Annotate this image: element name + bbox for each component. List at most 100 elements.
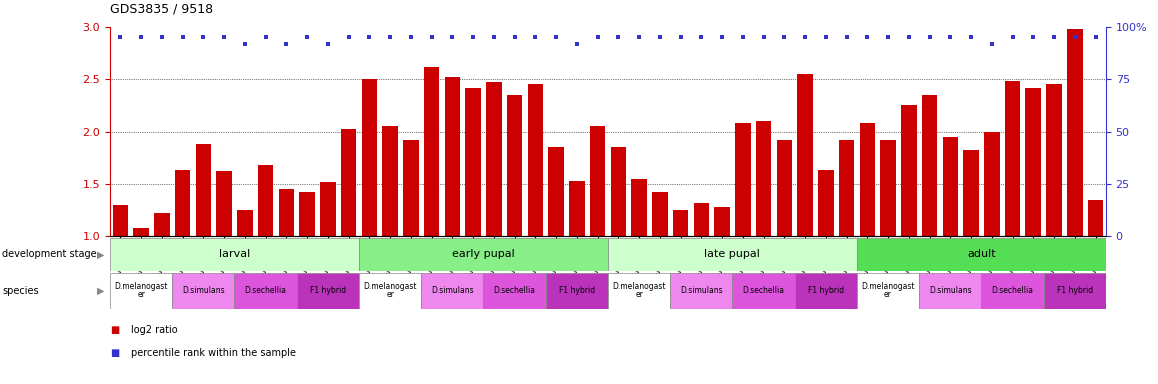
Bar bbox=[670, 273, 732, 309]
Text: D.melanogast
er: D.melanogast er bbox=[862, 282, 915, 300]
Bar bbox=[466, 88, 481, 236]
Bar bbox=[981, 273, 1043, 309]
Point bbox=[754, 34, 772, 40]
Bar bbox=[794, 273, 857, 309]
Point bbox=[1045, 34, 1063, 40]
Bar bbox=[234, 273, 296, 309]
Text: log2 ratio: log2 ratio bbox=[131, 325, 177, 335]
Point bbox=[1003, 34, 1021, 40]
Text: late pupal: late pupal bbox=[704, 249, 761, 260]
Bar bbox=[528, 84, 543, 236]
Point bbox=[277, 41, 295, 47]
Point bbox=[484, 34, 503, 40]
Bar bbox=[797, 74, 813, 236]
Bar bbox=[110, 273, 173, 309]
Text: D.sechellia: D.sechellia bbox=[991, 286, 1034, 295]
Point bbox=[1065, 34, 1084, 40]
Bar bbox=[133, 228, 149, 236]
Bar bbox=[631, 179, 647, 236]
Text: early pupal: early pupal bbox=[452, 249, 515, 260]
Text: larval: larval bbox=[219, 249, 250, 260]
Point bbox=[921, 34, 939, 40]
Bar bbox=[880, 140, 896, 236]
Point bbox=[339, 34, 358, 40]
Point bbox=[195, 34, 213, 40]
Bar bbox=[173, 273, 234, 309]
Bar bbox=[735, 123, 750, 236]
Bar bbox=[777, 140, 792, 236]
Point bbox=[816, 34, 835, 40]
Bar bbox=[545, 273, 608, 309]
Bar bbox=[382, 126, 398, 236]
Point bbox=[505, 34, 523, 40]
Bar bbox=[589, 126, 606, 236]
Bar bbox=[1067, 29, 1083, 236]
Point bbox=[1086, 34, 1105, 40]
Bar bbox=[548, 147, 564, 236]
Text: F1 hybrid: F1 hybrid bbox=[310, 286, 346, 295]
Bar bbox=[237, 210, 252, 236]
Bar bbox=[483, 273, 545, 309]
Point bbox=[547, 34, 565, 40]
Bar bbox=[110, 238, 359, 271]
Point bbox=[858, 34, 877, 40]
Point bbox=[567, 41, 586, 47]
Point bbox=[174, 34, 192, 40]
Text: adult: adult bbox=[967, 249, 996, 260]
Bar bbox=[652, 192, 668, 236]
Bar bbox=[299, 192, 315, 236]
Point bbox=[837, 34, 856, 40]
Bar bbox=[859, 123, 875, 236]
Point bbox=[381, 34, 400, 40]
Text: ▶: ▶ bbox=[97, 249, 104, 260]
Point bbox=[1024, 34, 1042, 40]
Text: D.sechellia: D.sechellia bbox=[244, 286, 287, 295]
Point bbox=[651, 34, 669, 40]
Text: D.melanogast
er: D.melanogast er bbox=[115, 282, 168, 300]
Point bbox=[796, 34, 814, 40]
Point bbox=[630, 34, 648, 40]
Point bbox=[464, 34, 483, 40]
Text: D.simulans: D.simulans bbox=[431, 286, 474, 295]
Text: ▶: ▶ bbox=[97, 286, 104, 296]
Point bbox=[879, 34, 897, 40]
Point bbox=[423, 34, 441, 40]
Point bbox=[215, 34, 234, 40]
Bar bbox=[507, 95, 522, 236]
Bar bbox=[901, 105, 917, 236]
Bar bbox=[732, 273, 794, 309]
Bar bbox=[424, 67, 439, 236]
Point bbox=[900, 34, 918, 40]
Point bbox=[402, 34, 420, 40]
Text: D.simulans: D.simulans bbox=[929, 286, 972, 295]
Point bbox=[713, 34, 732, 40]
Bar bbox=[714, 207, 730, 236]
Bar bbox=[340, 129, 357, 236]
Point bbox=[360, 34, 379, 40]
Bar bbox=[919, 273, 981, 309]
Bar bbox=[569, 181, 585, 236]
Bar bbox=[361, 79, 378, 236]
Bar bbox=[694, 203, 709, 236]
Bar bbox=[1087, 200, 1104, 236]
Bar bbox=[1046, 84, 1062, 236]
Bar bbox=[673, 210, 688, 236]
Text: D.melanogast
er: D.melanogast er bbox=[613, 282, 666, 300]
Text: GDS3835 / 9518: GDS3835 / 9518 bbox=[110, 2, 213, 15]
Bar bbox=[258, 165, 273, 236]
Point bbox=[153, 34, 171, 40]
Text: D.sechellia: D.sechellia bbox=[493, 286, 536, 295]
Bar bbox=[154, 213, 170, 236]
Text: F1 hybrid: F1 hybrid bbox=[559, 286, 595, 295]
Bar bbox=[984, 131, 999, 236]
Point bbox=[609, 34, 628, 40]
Bar bbox=[112, 205, 129, 236]
Bar bbox=[445, 77, 460, 236]
Text: D.melanogast
er: D.melanogast er bbox=[364, 282, 417, 300]
Bar bbox=[608, 238, 857, 271]
Bar bbox=[756, 121, 771, 236]
Bar bbox=[296, 273, 359, 309]
Bar bbox=[217, 171, 232, 236]
Point bbox=[733, 34, 752, 40]
Bar bbox=[422, 273, 484, 309]
